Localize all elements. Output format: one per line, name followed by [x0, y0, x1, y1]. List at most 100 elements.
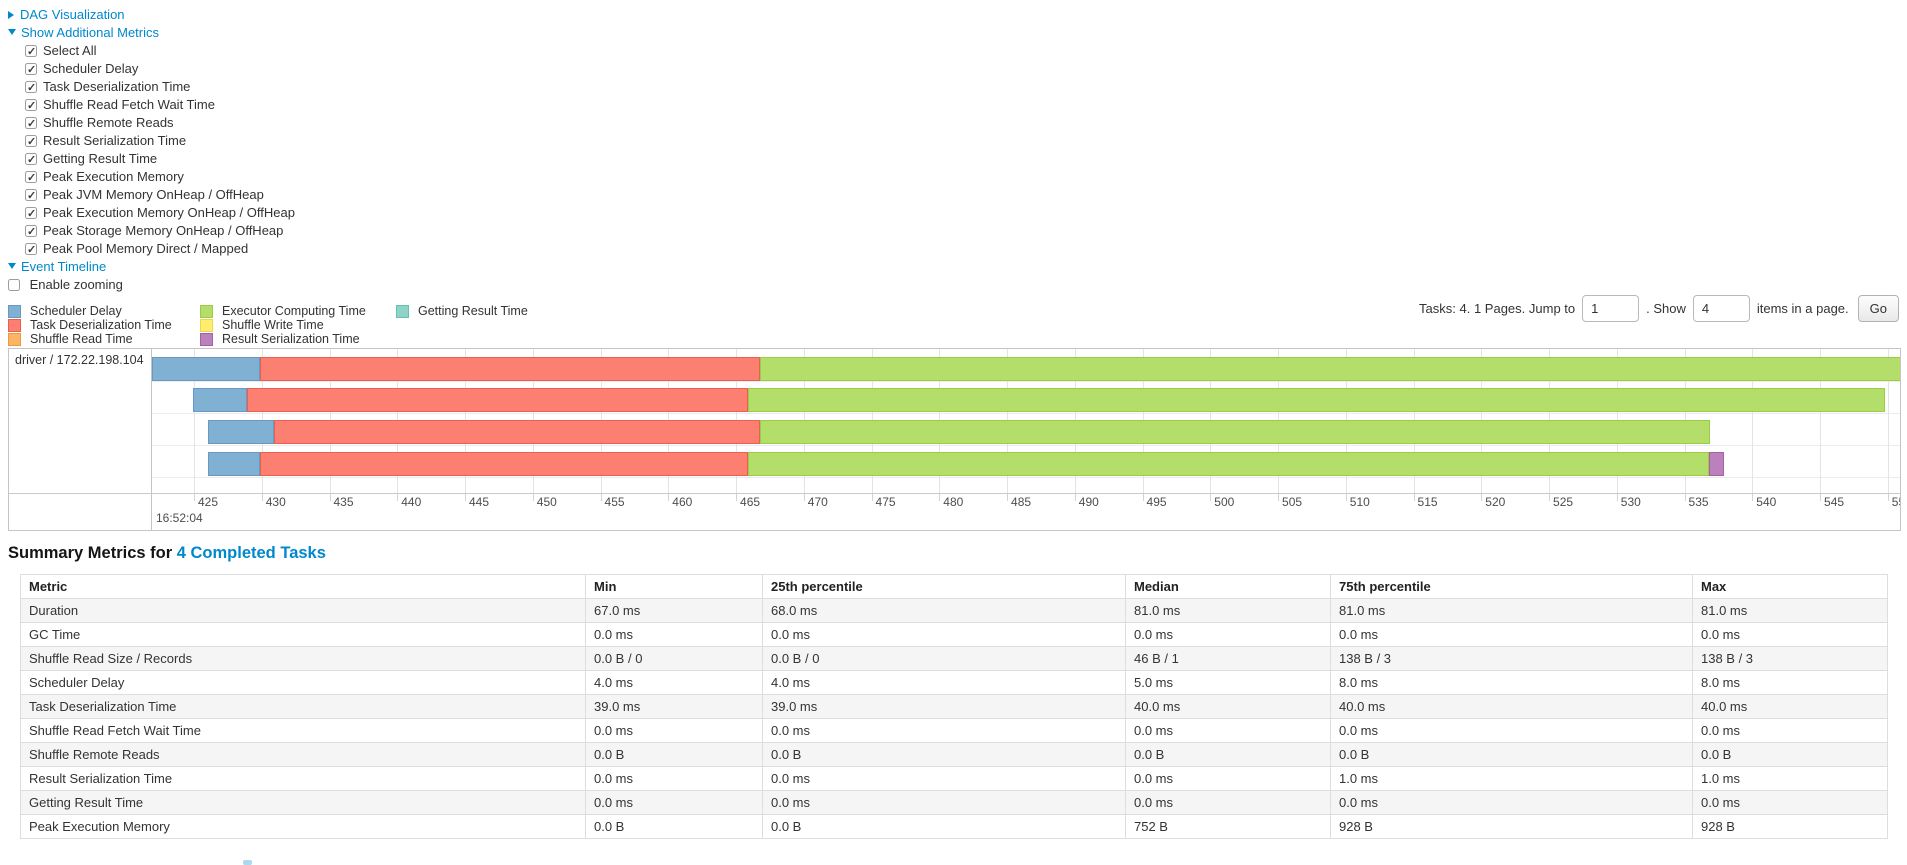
- task-bar-segment-scheduler_delay[interactable]: [192, 388, 247, 412]
- additional-metrics-list: Select All Scheduler Delay Task Deserializ…: [8, 42, 1907, 258]
- event-timeline-link[interactable]: Event Timeline: [21, 259, 107, 274]
- task-bar-segment-scheduler_delay[interactable]: [207, 420, 274, 444]
- legend-label: Shuffle Write Time: [222, 318, 324, 332]
- result_serialization-legend-swatch: [200, 332, 213, 346]
- metric-checkbox[interactable]: [25, 63, 37, 76]
- axis-tick-label: 520: [1485, 495, 1506, 509]
- legend-column: Scheduler Delay Task Deserialization Time…: [8, 304, 200, 346]
- metric-checkbox-row[interactable]: Peak Execution Memory: [8, 168, 1907, 186]
- metric-value-cell: 0.0 ms: [1125, 622, 1331, 647]
- metric-value-cell: 928 B: [1330, 814, 1693, 839]
- metric-value-cell: 138 B / 3: [1692, 646, 1888, 671]
- task-bar-segment-executor_computing[interactable]: [760, 420, 1711, 444]
- metric-checkbox-row[interactable]: Peak Pool Memory Direct / Mapped: [8, 240, 1907, 258]
- metric-checkbox-row[interactable]: Peak JVM Memory OnHeap / OffHeap: [8, 186, 1907, 204]
- metric-checkbox[interactable]: [25, 153, 37, 166]
- axis-time-label: 16:52:04: [156, 511, 203, 525]
- legend-item: Result Serialization Time: [200, 332, 396, 346]
- metric-checkbox-row[interactable]: Getting Result Time: [8, 150, 1907, 168]
- task-bar-segment-executor_computing[interactable]: [748, 388, 1886, 412]
- metric-checkbox[interactable]: [25, 171, 37, 184]
- legend-column: Executor Computing Time Shuffle Write Tim…: [200, 304, 396, 346]
- dag-visualization-link[interactable]: DAG Visualization: [20, 7, 125, 22]
- axis-tick-label: 425: [198, 495, 219, 509]
- legend-label: Executor Computing Time: [222, 304, 366, 318]
- axis-tick-label: 470: [807, 495, 828, 509]
- metric-checkbox-row[interactable]: Shuffle Read Fetch Wait Time: [8, 96, 1907, 114]
- task-bar-segment-result_serialization[interactable]: [1708, 452, 1724, 476]
- show-additional-metrics-toggle[interactable]: Show Additional Metrics: [8, 24, 1907, 42]
- task-bar-segment-task_deserialization[interactable]: [260, 452, 749, 476]
- axis-tick-mark: [600, 494, 602, 501]
- metric-checkbox-row[interactable]: Scheduler Delay: [8, 60, 1907, 78]
- task-bar-segment-executor_computing[interactable]: [748, 452, 1709, 476]
- enable-zooming-checkbox[interactable]: [8, 279, 20, 291]
- metric-checkbox-row[interactable]: Select All: [8, 42, 1907, 60]
- metric-checkbox-label: Result Serialization Time: [43, 133, 187, 148]
- legend-label: Result Serialization Time: [222, 332, 360, 346]
- metric-value-cell: 0.0 ms: [1125, 790, 1331, 815]
- metric-checkbox-label: Peak Pool Memory Direct / Mapped: [43, 241, 249, 256]
- dag-visualization-toggle[interactable]: DAG Visualization: [8, 6, 1907, 24]
- axis-tick-label: 550: [1891, 495, 1900, 509]
- legend-label: Task Deserialization Time: [30, 318, 172, 332]
- legend-item: Task Deserialization Time: [8, 318, 200, 332]
- task-bar-segment-task_deserialization[interactable]: [273, 420, 761, 444]
- metric-checkbox-row[interactable]: Task Deserialization Time: [8, 78, 1907, 96]
- metric-name-cell: Scheduler Delay: [20, 670, 586, 695]
- legend-item: Scheduler Delay: [8, 304, 200, 318]
- axis-tick-mark: [1413, 494, 1415, 501]
- enable-zooming-row[interactable]: Enable zooming: [8, 277, 123, 292]
- metric-checkbox[interactable]: [25, 99, 37, 112]
- legend-item: Shuffle Read Time: [8, 332, 200, 346]
- metric-checkbox-row[interactable]: Peak Execution Memory OnHeap / OffHeap: [8, 204, 1907, 222]
- metric-checkbox[interactable]: [25, 225, 37, 238]
- task-bar-segment-executor_computing[interactable]: [760, 357, 1900, 381]
- metric-value-cell: 0.0 ms: [585, 766, 763, 791]
- jump-to-page-input[interactable]: [1582, 295, 1640, 322]
- table-header-cell: Min: [585, 574, 763, 599]
- getting_result-legend-swatch: [396, 304, 409, 318]
- axis-tick-mark: [1345, 494, 1347, 501]
- metric-checkbox[interactable]: [25, 135, 37, 148]
- table-row: GC Time 0.0 ms 0.0 ms 0.0 ms 0.0 ms 0.0 ms: [20, 622, 1888, 647]
- axis-tick-label: 515: [1417, 495, 1438, 509]
- metric-value-cell: 4.0 ms: [585, 670, 763, 695]
- metric-checkbox-row[interactable]: Peak Storage Memory OnHeap / OffHeap: [8, 222, 1907, 240]
- page-size-input[interactable]: [1692, 295, 1750, 322]
- metric-checkbox-label: Shuffle Read Fetch Wait Time: [43, 97, 215, 112]
- go-button[interactable]: Go: [1857, 295, 1899, 322]
- table-header-cell: Max: [1692, 574, 1888, 599]
- task-bar-segment-task_deserialization[interactable]: [246, 388, 749, 412]
- task-bar-segment-scheduler_delay[interactable]: [152, 357, 261, 381]
- axis-tick-mark: [1074, 494, 1076, 501]
- metric-value-cell: 1.0 ms: [1330, 766, 1693, 791]
- event-timeline-chart: driver / 172.22.198.104 16:52:04 425 430 4…: [8, 348, 1901, 531]
- task-bar-segment-task_deserialization[interactable]: [260, 357, 761, 381]
- metric-checkbox[interactable]: [25, 189, 37, 202]
- timeline-row-separator: [152, 413, 1900, 414]
- summary-heading-text: Summary Metrics for: [8, 544, 173, 562]
- metric-checkbox[interactable]: [25, 45, 37, 58]
- metric-checkbox[interactable]: [25, 117, 37, 130]
- metric-checkbox-label: Task Deserialization Time: [43, 79, 191, 94]
- show-additional-metrics-link[interactable]: Show Additional Metrics: [21, 25, 160, 40]
- completed-tasks-link[interactable]: 4 Completed Tasks: [176, 544, 326, 562]
- metric-checkbox-label: Select All: [43, 43, 97, 58]
- table-row: Shuffle Read Fetch Wait Time 0.0 ms 0.0 ms…: [20, 718, 1888, 743]
- task-bar-segment-scheduler_delay[interactable]: [207, 452, 261, 476]
- metric-checkbox-row[interactable]: Shuffle Remote Reads: [8, 114, 1907, 132]
- metric-value-cell: 0.0 ms: [1330, 718, 1693, 743]
- metric-checkbox[interactable]: [25, 81, 37, 94]
- metric-checkbox[interactable]: [25, 207, 37, 220]
- metric-value-cell: 0.0 B: [762, 742, 1126, 767]
- metric-checkbox-row[interactable]: Result Serialization Time: [8, 132, 1907, 150]
- metric-value-cell: 0.0 B: [762, 814, 1126, 839]
- axis-tick-label: 530: [1620, 495, 1641, 509]
- axis-tick-mark: [668, 494, 670, 501]
- task-pagination: Tasks: 4. 1 Pages. Jump to . Show items …: [1419, 295, 1899, 322]
- table-row: Task Deserialization Time 39.0 ms 39.0 ms 4…: [20, 694, 1888, 719]
- event-timeline-toggle[interactable]: Event Timeline: [8, 258, 1907, 276]
- metric-checkbox[interactable]: [25, 243, 37, 256]
- metric-checkbox-label: Shuffle Remote Reads: [43, 115, 174, 130]
